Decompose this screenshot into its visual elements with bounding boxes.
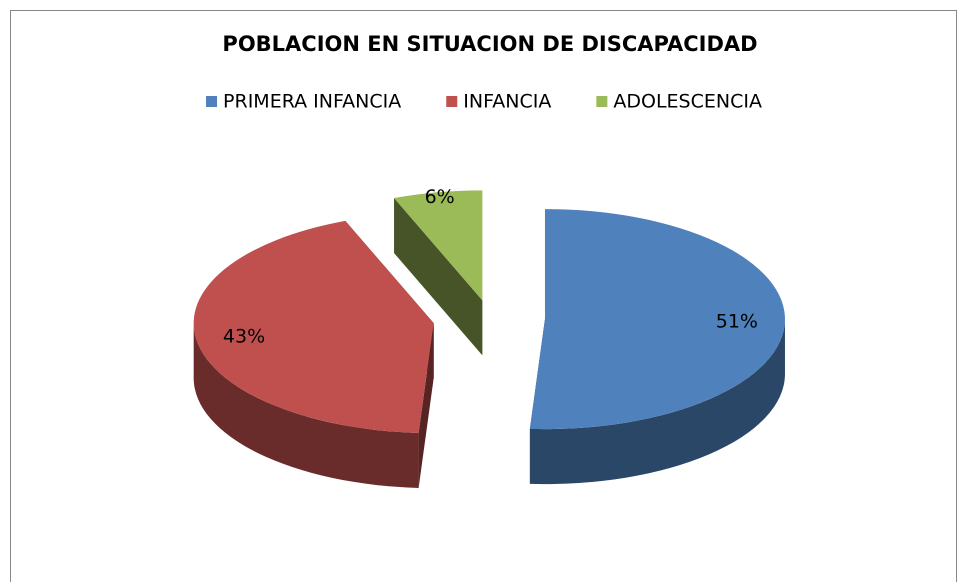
slice-wall	[394, 198, 483, 356]
pie-slice	[529, 209, 785, 485]
legend-label: INFANCIA	[463, 91, 551, 113]
legend: PRIMERA INFANCIA INFANCIA ADOLESCENCIA	[206, 91, 762, 113]
legend-swatch	[446, 96, 458, 107]
legend-label: PRIMERA INFANCIA	[223, 91, 401, 113]
value-label: 51%	[716, 310, 758, 332]
slice-top	[193, 220, 434, 433]
slice-side	[529, 319, 785, 485]
chart-border	[10, 10, 957, 582]
legend-swatch	[206, 96, 218, 107]
legend-label: ADOLESCENCIA	[613, 91, 762, 113]
legend-swatch	[596, 96, 608, 107]
pie-slice	[394, 190, 483, 356]
pie-slice	[193, 220, 434, 488]
slice-top	[394, 190, 483, 301]
slice-side	[193, 323, 419, 488]
slice-top	[529, 209, 785, 430]
value-label: 43%	[223, 325, 265, 347]
value-label: 6%	[425, 186, 455, 208]
chart-title: POBLACION EN SITUACION DE DISCAPACIDAD	[222, 32, 757, 56]
